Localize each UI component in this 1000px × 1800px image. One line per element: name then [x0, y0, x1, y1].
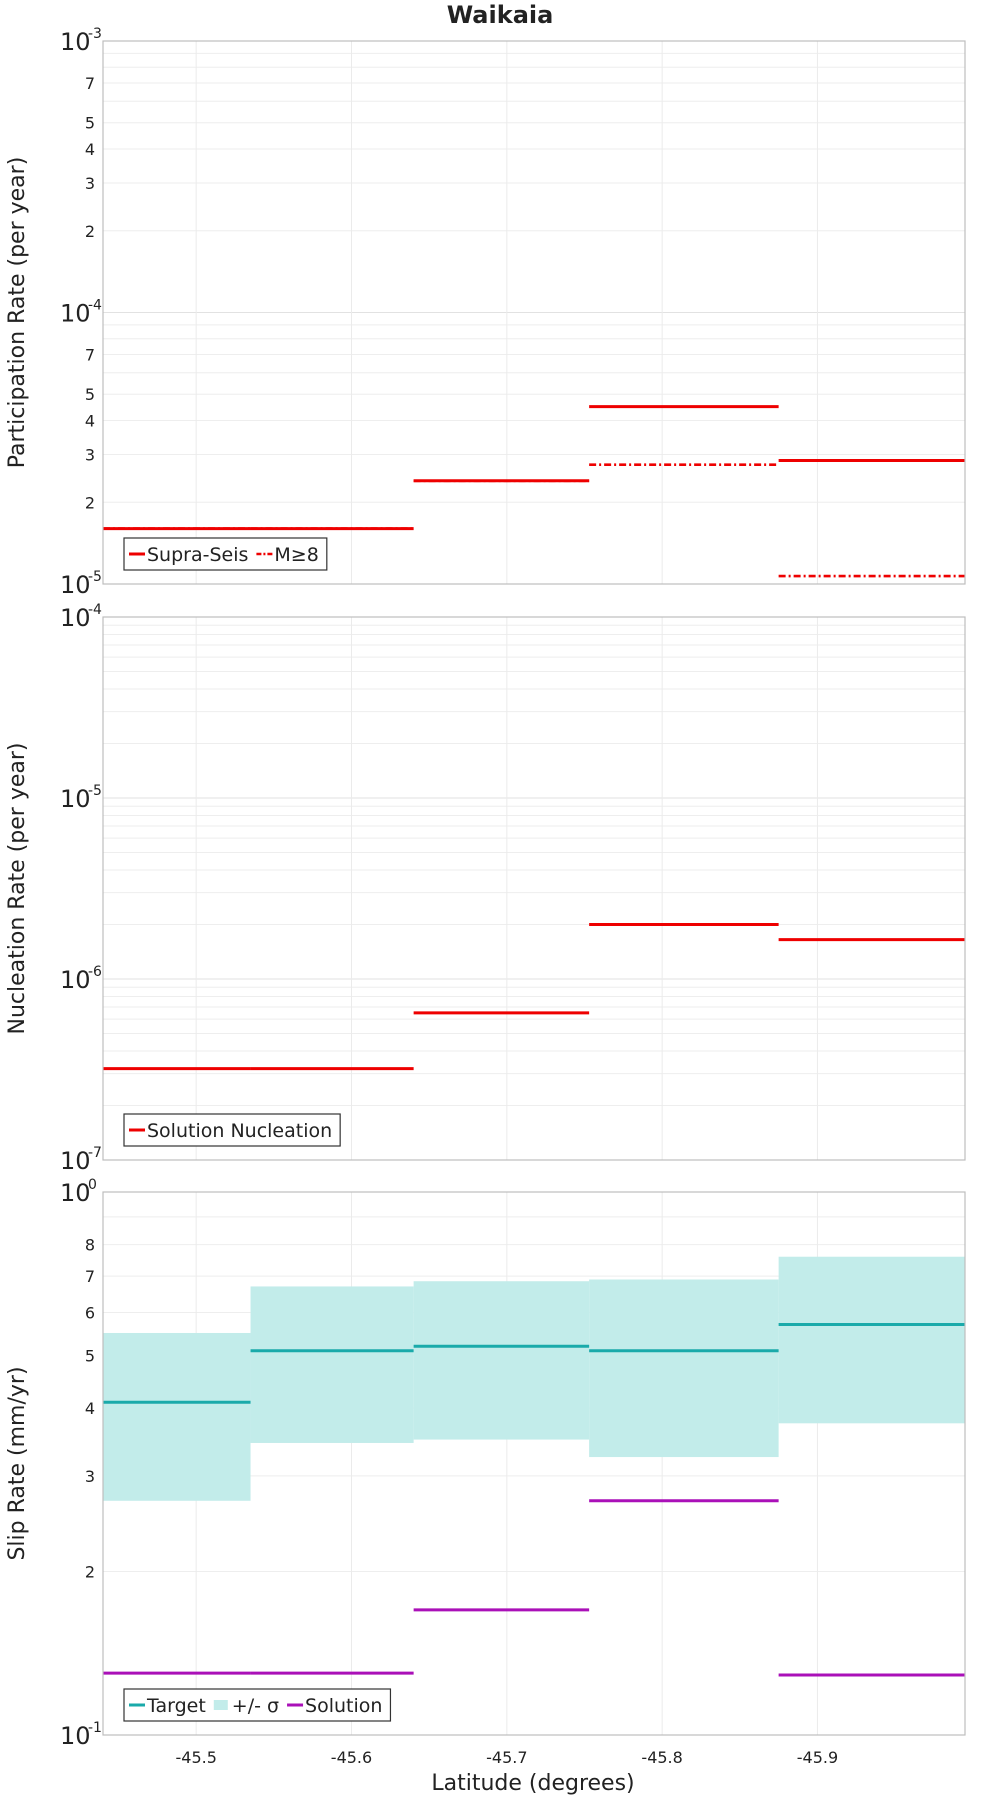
- legend-swatch: [213, 1700, 228, 1710]
- y-tick-label: 7: [85, 346, 95, 365]
- legend-label: Solution Nucleation: [147, 1120, 332, 1142]
- y-tick-label: 2: [85, 222, 95, 241]
- legend-box: [123, 1688, 392, 1722]
- y-tick-exponent: -5: [88, 783, 102, 799]
- y-tick-exponent: -1: [88, 1720, 102, 1736]
- y-tick-label: 4: [85, 1399, 95, 1418]
- legend: Target +/- σ Solution: [123, 1688, 392, 1722]
- x-axis-label: Latitude (degrees): [431, 1771, 634, 1796]
- legend: Solution Nucleation: [123, 1113, 341, 1147]
- x-tick-label: -45.9: [797, 1748, 838, 1767]
- y-tick-label: 2: [85, 493, 95, 512]
- legend-box: [123, 537, 328, 571]
- y-tick-label: 10: [60, 785, 91, 813]
- y-tick-label: 10: [60, 604, 91, 632]
- y-tick-label: 6: [85, 1303, 95, 1322]
- y-tick-label: 2: [85, 1563, 95, 1582]
- y-tick-label: 4: [85, 412, 95, 431]
- x-tick-label: -45.8: [641, 1748, 682, 1767]
- legend-label: +/- σ: [232, 1695, 279, 1717]
- y-tick-exponent: -3: [88, 26, 102, 42]
- legend: Supra-Seis M≥8: [123, 537, 328, 571]
- y-tick-label: 10: [60, 571, 91, 599]
- x-tick-label: -45.5: [175, 1748, 216, 1767]
- plot-frame: [102, 40, 966, 585]
- y-tick-exponent: 0: [88, 1177, 97, 1193]
- sigma-band-segment: [250, 1286, 414, 1443]
- y-tick-label: 7: [85, 74, 95, 93]
- plot-area: [103, 617, 965, 1160]
- y-tick-label: 4: [85, 140, 95, 159]
- y-tick-label: 5: [85, 385, 95, 404]
- y-tick-label: 3: [85, 174, 95, 193]
- chart-title: Waikaia: [447, 1, 554, 29]
- x-tick-label: -45.6: [331, 1748, 372, 1767]
- y-tick-label: 3: [85, 445, 95, 464]
- plot-frame: [102, 616, 966, 1161]
- legend-label: Supra-Seis: [147, 544, 248, 566]
- legend-label: M≥8: [274, 544, 318, 566]
- y-tick-label: 3: [85, 1467, 95, 1486]
- sigma-band-segment: [413, 1281, 590, 1440]
- y-tick-label: 8: [85, 1236, 95, 1255]
- y-tick-label: 10: [60, 1722, 91, 1750]
- y-tick-label: 5: [85, 1346, 95, 1365]
- sigma-band-segment: [103, 1332, 251, 1501]
- y-axis-label: Slip Rate (mm/yr): [5, 1366, 30, 1560]
- y-tick-label: 7: [85, 1267, 95, 1286]
- y-tick-exponent: -4: [88, 602, 102, 618]
- legend-label: Solution: [305, 1695, 382, 1717]
- y-tick-exponent: -7: [88, 1145, 102, 1161]
- x-tick-label: -45.7: [486, 1748, 527, 1767]
- plot-frame: [102, 1191, 966, 1736]
- y-tick-label: 10: [60, 1179, 91, 1207]
- y-tick-exponent: -5: [88, 569, 102, 585]
- sigma-band-segment: [589, 1279, 779, 1458]
- sigma-band-segment: [778, 1256, 965, 1424]
- y-tick-exponent: -6: [88, 964, 102, 980]
- y-tick-label: 10: [60, 300, 91, 328]
- legend-label: Target: [146, 1695, 206, 1717]
- y-axis-label: Nucleation Rate (per year): [5, 743, 30, 1035]
- y-tick-exponent: -4: [88, 298, 102, 314]
- y-tick-label: 10: [60, 1147, 91, 1175]
- y-tick-label: 10: [60, 28, 91, 56]
- y-axis-label: Participation Rate (per year): [5, 157, 30, 469]
- y-tick-label: 10: [60, 966, 91, 994]
- y-tick-label: 5: [85, 114, 95, 133]
- legend-box: [123, 1113, 341, 1147]
